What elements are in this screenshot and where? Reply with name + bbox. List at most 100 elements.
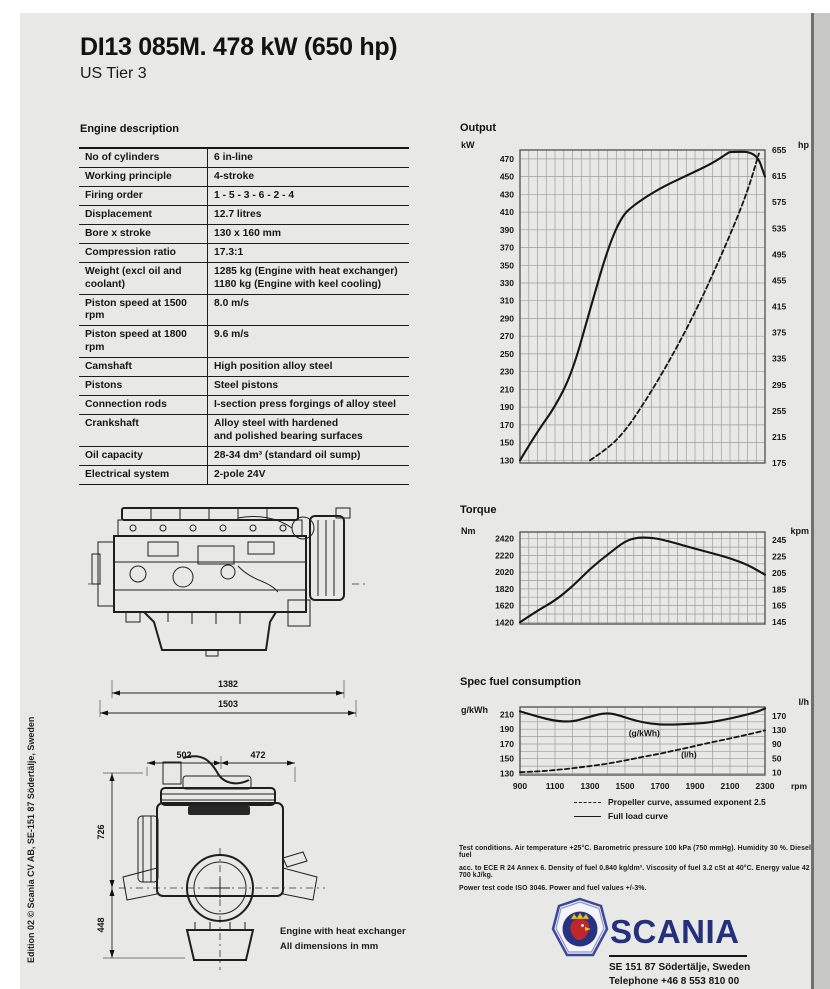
svg-text:230: 230 bbox=[500, 367, 514, 377]
legend-item: Full load curve bbox=[574, 811, 766, 821]
table-row: Working principle 4-stroke bbox=[79, 168, 409, 188]
spec-value: 130 x 160 mm bbox=[207, 225, 409, 244]
svg-text:130: 130 bbox=[772, 725, 786, 735]
x-axis-unit: rpm bbox=[791, 781, 808, 791]
table-row: Crankshaft Alloy steel with hardened and … bbox=[79, 415, 409, 447]
spec-label: Displacement bbox=[85, 209, 152, 221]
svg-text:145: 145 bbox=[772, 617, 786, 627]
svg-text:130: 130 bbox=[500, 455, 514, 465]
solid-line-sample bbox=[574, 815, 601, 817]
plot-annotation: (g/kWh) bbox=[629, 728, 660, 738]
y-axis-right-labels: 170 130 90 50 10 bbox=[772, 711, 786, 778]
svg-text:615: 615 bbox=[772, 171, 786, 181]
grid bbox=[519, 532, 766, 624]
svg-text:290: 290 bbox=[500, 314, 514, 324]
table-row: Piston speed at 1800 rpm 9.6 m/s bbox=[79, 326, 409, 359]
full-load-curve bbox=[518, 150, 767, 462]
spec-label: Pistons bbox=[85, 380, 123, 392]
svg-text:1700: 1700 bbox=[651, 781, 670, 791]
svg-text:175: 175 bbox=[772, 458, 786, 468]
svg-text:370: 370 bbox=[500, 243, 514, 253]
spec-label: Camshaft bbox=[85, 361, 132, 373]
legend-item: Propeller curve, assumed exponent 2.5 bbox=[574, 797, 766, 807]
spec-value: 1 - 5 - 3 - 6 - 2 - 4 bbox=[207, 187, 409, 206]
edition-sidebar-text: Edition 02 © Scania CV AB, SE-151 87 Söd… bbox=[26, 716, 36, 963]
spec-label: Piston speed at 1800 rpm bbox=[85, 329, 187, 354]
spec-value: Steel pistons bbox=[207, 377, 409, 396]
fuel-chart-title: Spec fuel consumption bbox=[460, 676, 582, 688]
right-axis-unit: hp bbox=[798, 140, 809, 150]
svg-text:170: 170 bbox=[772, 711, 786, 721]
table-row: Pistons Steel pistons bbox=[79, 377, 409, 397]
plot-border bbox=[519, 706, 766, 776]
svg-text:185: 185 bbox=[772, 584, 786, 594]
svg-text:1900: 1900 bbox=[686, 781, 705, 791]
fuel-chart: 210 190 170 150 130 170 130 90 50 10 g/kWh l/h 900 11… bbox=[461, 697, 809, 791]
page-edge-strip bbox=[814, 13, 830, 989]
svg-text:390: 390 bbox=[500, 225, 514, 235]
svg-text:1300: 1300 bbox=[581, 781, 600, 791]
y-axis-left-labels: 470 450 430 410 390 370 350 330 310 290 270 250 230 2… bbox=[500, 154, 514, 465]
spec-label: Bore x stroke bbox=[85, 228, 151, 240]
svg-text:2420: 2420 bbox=[495, 534, 514, 544]
table-row: Displacement 12.7 litres bbox=[79, 206, 409, 226]
svg-text:1500: 1500 bbox=[616, 781, 635, 791]
test-conditions-line: acc. to ECE R 24 Annex 6. Density of fue… bbox=[459, 865, 810, 879]
output-chart-title: Output bbox=[460, 122, 497, 134]
svg-text:900: 900 bbox=[513, 781, 527, 791]
svg-text:1620: 1620 bbox=[495, 601, 514, 611]
svg-text:170: 170 bbox=[500, 420, 514, 430]
svg-text:250: 250 bbox=[500, 349, 514, 359]
page-title: DI13 085M. 478 kW (650 hp) bbox=[80, 33, 398, 61]
svg-text:245: 245 bbox=[772, 535, 786, 545]
svg-text:470: 470 bbox=[500, 154, 514, 164]
drawing-caption-line1: Engine with heat exchanger bbox=[280, 926, 406, 937]
spec-value: High position alloy steel bbox=[207, 358, 409, 377]
svg-text:210: 210 bbox=[500, 384, 514, 394]
propeller-curve bbox=[519, 729, 766, 774]
left-axis-unit: kW bbox=[461, 140, 475, 150]
spec-value: 1285 kg (Engine with heat exchanger) 118… bbox=[207, 263, 409, 294]
svg-text:50: 50 bbox=[772, 753, 782, 763]
spec-label: Firing order bbox=[85, 190, 143, 202]
spec-label: Working principle bbox=[85, 171, 172, 183]
dim-height-448: 448 bbox=[96, 917, 106, 932]
svg-text:535: 535 bbox=[772, 223, 786, 233]
plot-annotation: (l/h) bbox=[681, 749, 697, 759]
spec-value: 28-34 dm³ (standard oil sump) bbox=[207, 446, 409, 465]
svg-text:430: 430 bbox=[500, 189, 514, 199]
footer-rule bbox=[609, 955, 747, 957]
dim-height-726: 726 bbox=[96, 824, 106, 839]
scania-griffin-logo bbox=[551, 897, 609, 957]
dim-width-472: 472 bbox=[250, 750, 265, 760]
svg-text:270: 270 bbox=[500, 331, 514, 341]
dim-width-502: 502 bbox=[176, 750, 191, 760]
spec-value: 6 in-line bbox=[207, 149, 409, 168]
left-axis-unit: g/kWh bbox=[461, 705, 488, 715]
y-axis-left-labels: 2420 2220 2020 1820 1620 1420 bbox=[495, 534, 514, 628]
spec-label: Connection rods bbox=[85, 399, 167, 411]
left-axis-unit: Nm bbox=[461, 526, 476, 536]
page-edge-line bbox=[811, 13, 814, 989]
table-row: Camshaft High position alloy steel bbox=[79, 358, 409, 378]
paper-background bbox=[20, 13, 812, 989]
table-row: No of cylinders 6 in-line bbox=[79, 149, 409, 169]
spec-value: I-section press forgings of alloy steel bbox=[207, 396, 409, 415]
svg-text:335: 335 bbox=[772, 354, 786, 364]
table-row: Compression ratio 17.3:1 bbox=[79, 244, 409, 264]
svg-text:450: 450 bbox=[500, 172, 514, 182]
test-conditions-line: Test conditions. Air temperature +25°C. … bbox=[459, 845, 811, 859]
spec-value: 8.0 m/s bbox=[207, 294, 409, 326]
side-view-dimensions: 1382 1503 bbox=[99, 679, 357, 717]
svg-text:150: 150 bbox=[500, 754, 514, 764]
svg-text:655: 655 bbox=[772, 145, 786, 155]
footer-phone-line: Telephone +46 8 553 810 00 bbox=[609, 976, 740, 987]
table-row: Firing order 1 - 5 - 3 - 6 - 2 - 4 bbox=[79, 187, 409, 207]
engine-description-heading: Engine description bbox=[80, 123, 180, 135]
table-row: Piston speed at 1500 rpm 8.0 m/s bbox=[79, 294, 409, 327]
full-load-curve bbox=[518, 707, 767, 726]
y-axis-right-labels: 245 225 205 185 165 145 bbox=[772, 535, 786, 627]
svg-text:375: 375 bbox=[772, 328, 786, 338]
y-axis-right-labels: 655 615 575 535 495 455 415 375 335 295 255 215 175 bbox=[772, 145, 786, 468]
spec-value: 12.7 litres bbox=[207, 206, 409, 225]
